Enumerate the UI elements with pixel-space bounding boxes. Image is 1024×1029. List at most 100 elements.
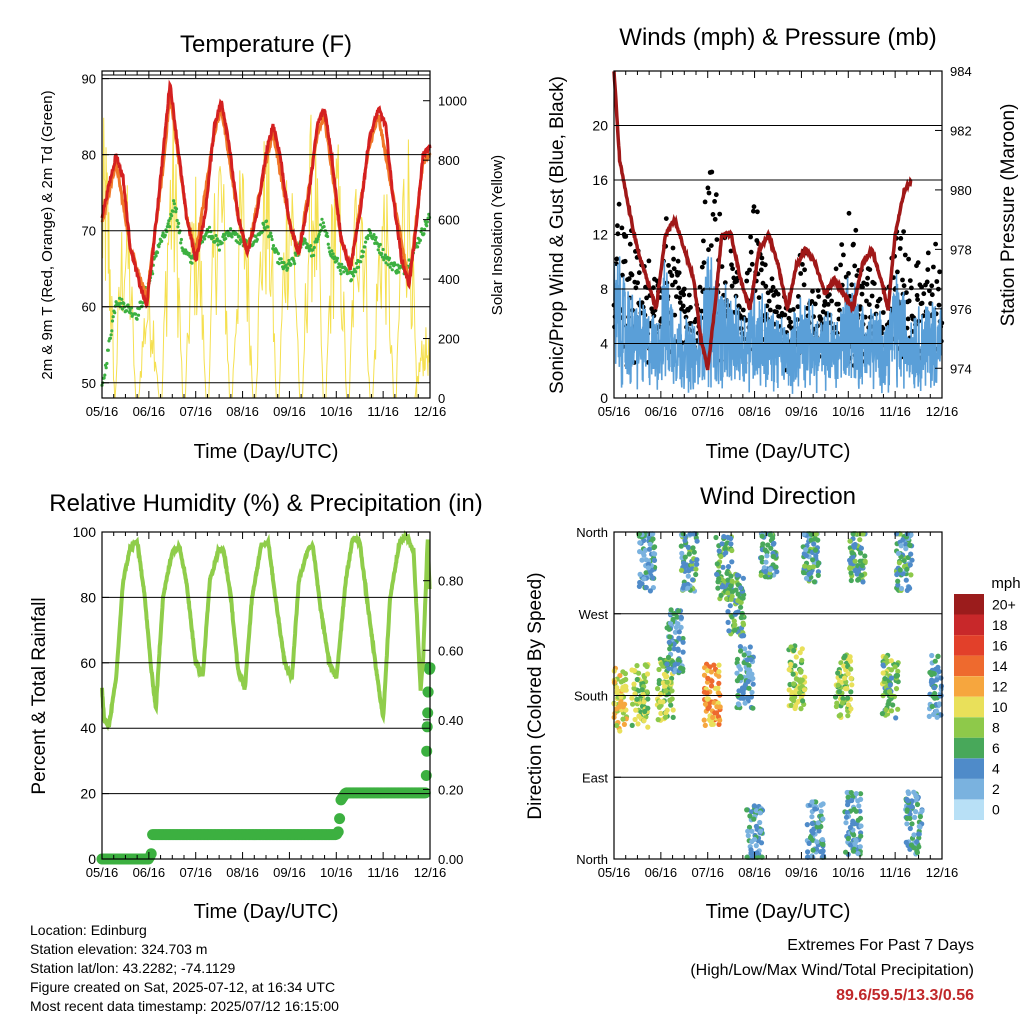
direction-point <box>892 664 898 670</box>
dewpoint-point <box>312 245 316 250</box>
x-tick-label: 07/16 <box>691 404 724 419</box>
direction-point <box>645 565 651 571</box>
dewpoint-point <box>335 259 339 263</box>
direction-point <box>614 722 620 729</box>
direction-point <box>640 691 646 697</box>
dewpoint-point <box>309 244 313 248</box>
direction-point <box>710 714 716 721</box>
dewpoint-point <box>264 219 269 223</box>
direction-point <box>693 571 699 578</box>
y-tick-label: 100 <box>73 524 97 540</box>
direction-point <box>847 842 854 848</box>
dewpoint-point <box>176 225 180 229</box>
dewpoint-point <box>110 329 114 333</box>
dewpoint-point <box>161 231 165 235</box>
dewpoint-point <box>416 245 420 249</box>
legend-label: 6 <box>992 740 1000 756</box>
gust-point <box>905 316 911 322</box>
direction-point <box>716 669 722 675</box>
direction-point <box>733 610 739 616</box>
dewpoint-point <box>172 202 176 206</box>
direction-point <box>674 614 680 620</box>
gust-point <box>677 295 683 301</box>
gust-point <box>622 258 628 264</box>
dewpoint-point <box>317 232 321 237</box>
direction-point <box>716 721 722 728</box>
direction-point <box>803 553 810 559</box>
direction-point <box>751 816 757 822</box>
direction-point <box>855 577 861 583</box>
direction-point <box>890 702 896 708</box>
precip-point <box>422 686 434 698</box>
legend-label: 2 <box>992 781 1000 797</box>
direction-point <box>818 808 824 814</box>
gust-point <box>672 312 678 318</box>
direction-point <box>888 708 895 714</box>
gust-point <box>719 264 725 269</box>
direction-point <box>850 848 857 854</box>
gust-point <box>636 270 642 276</box>
direction-point <box>681 560 687 566</box>
dewpoint-point <box>111 315 115 319</box>
direction-point <box>847 658 854 664</box>
direction-point <box>847 565 853 572</box>
gust-point <box>852 263 858 269</box>
direction-point <box>645 696 651 702</box>
direction-point <box>857 537 863 543</box>
gust-point <box>788 319 793 325</box>
direction-point <box>631 685 637 691</box>
dewpoint-point <box>113 311 117 315</box>
gust-point <box>874 303 880 309</box>
direction-point <box>725 577 731 583</box>
gust-point <box>919 300 925 306</box>
direction-point <box>727 603 733 609</box>
direction-point <box>734 678 741 684</box>
y2-tick-label: 800 <box>438 153 460 168</box>
direction-point <box>716 680 722 687</box>
legend-swatch <box>954 676 984 697</box>
y2-tick-label: 982 <box>950 123 972 138</box>
direction-point <box>855 817 861 823</box>
direction-point <box>849 797 855 804</box>
direction-point <box>763 559 769 565</box>
direction-point <box>905 789 911 795</box>
direction-point <box>665 654 672 661</box>
direction-point <box>810 847 816 853</box>
direction-point <box>912 814 918 821</box>
temperature-ylabel-left: 2m & 9m T (Red, Orange) & 2m Td (Green) <box>39 90 56 379</box>
gust-point <box>929 292 935 298</box>
dewpoint-point <box>338 265 342 269</box>
dewpoint-point <box>216 243 220 247</box>
direction-point <box>904 566 910 572</box>
direction-point <box>845 671 851 677</box>
y-tick-label: 40 <box>80 720 96 736</box>
dewpoint-point <box>105 361 109 366</box>
direction-point <box>895 578 901 584</box>
direction-point <box>717 717 723 724</box>
y-tick-label: 12 <box>592 227 608 243</box>
direction-point <box>750 681 756 687</box>
gust-point <box>895 269 900 275</box>
gust-point <box>676 270 682 276</box>
gust-point <box>901 229 906 235</box>
dewpoint-point <box>190 261 194 265</box>
legend-label: 16 <box>992 637 1008 653</box>
dewpoint-point <box>354 261 358 265</box>
direction-point <box>678 624 684 631</box>
temp-2m-line <box>100 79 432 309</box>
dewpoint-point <box>287 258 291 263</box>
direction-point <box>913 792 919 798</box>
direction-point <box>623 676 629 683</box>
direction-point <box>651 557 658 564</box>
direction-point <box>845 835 851 842</box>
dewpoint-point <box>103 373 107 377</box>
gust-point <box>880 310 886 315</box>
winds-title: Winds (mph) & Pressure (mb) <box>619 24 936 51</box>
direction-point <box>844 686 850 692</box>
dewpoint-point <box>102 376 106 380</box>
direction-point <box>907 542 913 548</box>
direction-point <box>678 543 684 549</box>
gust-point <box>620 272 625 278</box>
y-tick-label: North <box>576 852 608 867</box>
direction-point <box>634 663 640 669</box>
